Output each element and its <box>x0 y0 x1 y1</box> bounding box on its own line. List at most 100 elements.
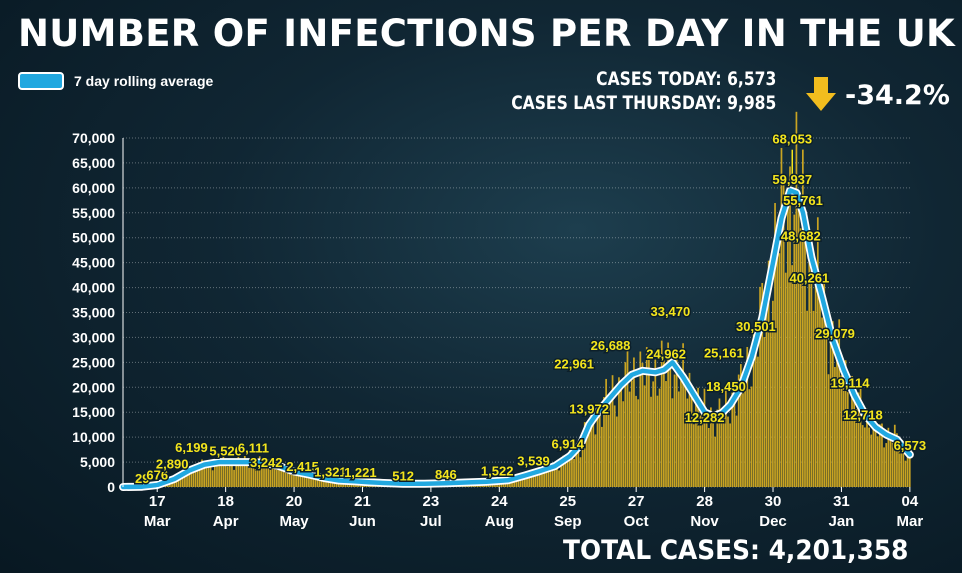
x-tick-month: Aug <box>485 513 514 530</box>
y-tick-label: 30,000 <box>72 329 115 345</box>
daily-bar <box>547 462 550 487</box>
data-label: 30,501 <box>736 319 776 334</box>
daily-bar <box>680 380 682 487</box>
data-label: 29 <box>135 471 149 486</box>
daily-bar <box>235 462 238 487</box>
daily-bar <box>601 426 603 487</box>
data-label: 18,450 <box>706 379 746 394</box>
daily-bar <box>720 420 723 487</box>
daily-bar <box>532 470 535 487</box>
daily-bar <box>314 473 317 487</box>
data-label: 19,114 <box>830 376 870 391</box>
daily-bar <box>650 396 652 487</box>
daily-bar <box>603 397 605 487</box>
daily-bar <box>690 390 693 487</box>
x-tick-month: Sep <box>554 513 582 530</box>
chart-title: NUMBER OF INFECTIONS PER DAY IN THE UK <box>18 12 956 55</box>
daily-bar <box>308 473 310 487</box>
daily-bar <box>237 457 240 487</box>
daily-bar <box>742 393 744 487</box>
daily-bar <box>861 425 864 487</box>
data-label: 676 <box>146 468 168 483</box>
x-tick-day: 18 <box>217 493 234 510</box>
data-label: 1,221 <box>344 465 377 480</box>
axes: 0 5,000 10,000 15,000 20,000 25,000 30,000 35,0… <box>72 130 923 530</box>
daily-bar <box>613 405 616 487</box>
daily-bar <box>707 427 710 487</box>
daily-bar <box>759 286 761 487</box>
daily-bar <box>842 387 845 487</box>
data-label: 2,890 <box>156 457 189 472</box>
daily-bar <box>643 385 646 487</box>
percent-change: -34.2% <box>845 80 950 111</box>
daily-bar <box>692 424 695 487</box>
daily-bar <box>218 465 220 487</box>
daily-bar <box>205 467 208 487</box>
daily-bar <box>624 362 627 487</box>
daily-bar <box>883 447 885 487</box>
legend: 7 day rolling average <box>18 72 213 90</box>
x-tick-day: 27 <box>628 493 645 510</box>
daily-bar <box>583 422 586 487</box>
daily-bar <box>615 416 618 487</box>
x-tick-day: 24 <box>491 493 508 510</box>
daily-bar <box>558 470 560 487</box>
data-label: 40,261 <box>789 270 829 285</box>
y-tick-label: 0 <box>107 479 115 495</box>
data-label: 59,937 <box>772 172 812 187</box>
data-label: 846 <box>435 467 457 482</box>
daily-bar <box>735 415 738 487</box>
daily-bar <box>258 456 261 487</box>
daily-bar <box>301 470 304 487</box>
daily-bar <box>628 391 631 487</box>
daily-bar <box>536 475 539 487</box>
daily-bar <box>829 323 832 487</box>
data-label: 6,111 <box>238 441 269 456</box>
daily-bar <box>718 398 721 487</box>
daily-bar <box>819 292 821 487</box>
daily-bar <box>175 479 178 487</box>
daily-bar <box>810 237 813 487</box>
daily-bar <box>645 347 648 487</box>
daily-bar <box>782 176 785 487</box>
legend-swatch <box>18 72 64 90</box>
daily-bar <box>231 461 233 487</box>
daily-bar <box>754 345 757 487</box>
daily-bar <box>778 253 781 487</box>
daily-cases-bars <box>124 111 911 487</box>
daily-bar <box>241 461 244 487</box>
daily-bar <box>203 462 205 487</box>
x-tick-day: 31 <box>833 493 850 510</box>
daily-bar <box>622 401 625 487</box>
daily-bar <box>233 469 235 487</box>
daily-bar <box>855 409 858 487</box>
daily-bar <box>774 203 776 487</box>
daily-bar <box>795 111 798 487</box>
daily-bar <box>581 440 584 487</box>
daily-bar <box>789 166 791 487</box>
daily-bar <box>825 325 828 487</box>
daily-bar <box>605 378 607 487</box>
x-tick-month: Jul <box>420 513 442 530</box>
legend-label: 7 day rolling average <box>74 73 214 89</box>
daily-bar <box>188 467 191 487</box>
y-tick-label: 55,000 <box>72 205 115 221</box>
daily-bar <box>844 360 847 487</box>
daily-bar <box>186 469 188 487</box>
daily-bar <box>265 457 268 487</box>
daily-bar <box>250 460 253 487</box>
daily-bar <box>737 374 740 487</box>
daily-bar <box>562 455 565 487</box>
daily-bar <box>887 427 890 487</box>
data-label: 512 <box>392 468 414 483</box>
daily-bar <box>278 462 280 487</box>
y-tick-label: 50,000 <box>72 230 115 246</box>
daily-bar <box>564 461 567 487</box>
daily-bar <box>325 480 327 487</box>
data-label: 26,688 <box>591 338 631 353</box>
daily-bar <box>293 469 295 487</box>
daily-bar <box>667 342 669 487</box>
daily-bar <box>243 454 246 487</box>
daily-bar <box>254 469 257 487</box>
